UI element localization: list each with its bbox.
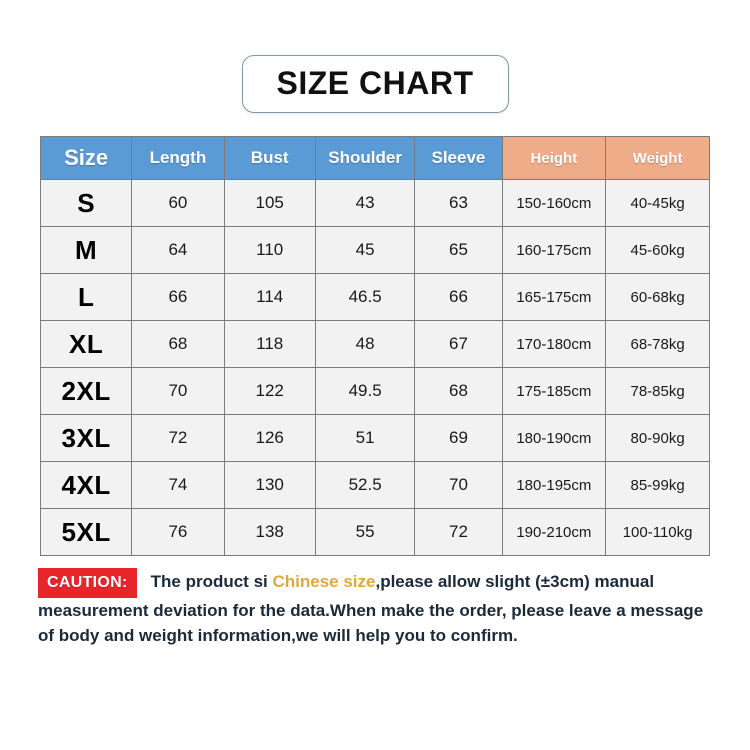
cell-length: 68	[131, 320, 225, 368]
column-header-bust: Bust	[223, 136, 316, 180]
table-row: 2XL 70 122 49.5 68 175-185cm 78-85kg	[39, 367, 710, 415]
cell-weight: 78-85kg	[605, 367, 710, 415]
cell-sleeve: 69	[414, 414, 503, 462]
column-header-size: Size	[39, 136, 133, 180]
cell-shoulder: 49.5	[314, 367, 416, 415]
table-header-row: Size Length Bust Shoulder Sleeve Height …	[39, 136, 710, 180]
cell-sleeve: 72	[414, 508, 503, 556]
cell-weight: 40-45kg	[605, 179, 710, 227]
title-container: SIZE CHART	[0, 55, 750, 113]
cell-shoulder: 45	[314, 226, 416, 274]
table-row: 4XL 74 130 52.5 70 180-195cm 85-99kg	[39, 461, 710, 509]
cell-sleeve: 66	[414, 273, 503, 321]
cell-shoulder: 51	[314, 414, 416, 462]
cell-weight: 68-78kg	[605, 320, 710, 368]
cell-size: M	[39, 226, 133, 274]
column-header-sleeve: Sleeve	[414, 136, 503, 180]
cell-bust: 114	[223, 273, 316, 321]
caution-block: CAUTION: The product si Chinese size,plea…	[38, 568, 714, 648]
cell-bust: 118	[223, 320, 316, 368]
caution-text-part1: The product si	[150, 572, 273, 591]
cell-weight: 45-60kg	[605, 226, 710, 274]
cell-height: 160-175cm	[501, 226, 607, 274]
cell-weight: 100-110kg	[605, 508, 710, 556]
cell-size: 2XL	[39, 367, 133, 415]
cell-length: 74	[131, 461, 225, 509]
cell-height: 190-210cm	[501, 508, 607, 556]
cell-weight: 60-68kg	[605, 273, 710, 321]
caution-text-part2: ,please allow slight (±3cm) manual measu…	[38, 572, 704, 645]
cell-sleeve: 67	[414, 320, 503, 368]
cell-size: 5XL	[39, 508, 133, 556]
cell-length: 76	[131, 508, 225, 556]
cell-shoulder: 48	[314, 320, 416, 368]
cell-sleeve: 70	[414, 461, 503, 509]
cell-sleeve: 68	[414, 367, 503, 415]
caution-paragraph: CAUTION: The product si Chinese size,plea…	[38, 568, 714, 648]
table-row: 3XL 72 126 51 69 180-190cm 80-90kg	[39, 414, 710, 462]
cell-weight: 80-90kg	[605, 414, 710, 462]
cell-height: 150-160cm	[501, 179, 607, 227]
column-header-shoulder: Shoulder	[314, 136, 416, 180]
cell-bust: 126	[223, 414, 316, 462]
cell-size: 4XL	[39, 461, 133, 509]
table-header: Size Length Bust Shoulder Sleeve Height …	[39, 136, 710, 180]
cell-height: 180-190cm	[501, 414, 607, 462]
cell-sleeve: 65	[414, 226, 503, 274]
cell-size: 3XL	[39, 414, 133, 462]
table-row: L 66 114 46.5 66 165-175cm 60-68kg	[39, 273, 710, 321]
table-row: 5XL 76 138 55 72 190-210cm 100-110kg	[39, 508, 710, 556]
page-title: SIZE CHART	[276, 65, 474, 101]
cell-bust: 130	[223, 461, 316, 509]
cell-length: 72	[131, 414, 225, 462]
cell-shoulder: 46.5	[314, 273, 416, 321]
cell-size: S	[39, 179, 133, 227]
cell-bust: 110	[223, 226, 316, 274]
cell-height: 180-195cm	[501, 461, 607, 509]
size-chart-table: Size Length Bust Shoulder Sleeve Height …	[39, 136, 710, 556]
table-row: XL 68 118 48 67 170-180cm 68-78kg	[39, 320, 710, 368]
cell-length: 66	[131, 273, 225, 321]
cell-bust: 138	[223, 508, 316, 556]
caution-highlight-chinese-size: Chinese size	[272, 572, 376, 591]
cell-shoulder: 43	[314, 179, 416, 227]
table-row: M 64 110 45 65 160-175cm 45-60kg	[39, 226, 710, 274]
cell-height: 170-180cm	[501, 320, 607, 368]
cell-length: 70	[131, 367, 225, 415]
table-row: S 60 105 43 63 150-160cm 40-45kg	[39, 179, 710, 227]
cell-sleeve: 63	[414, 179, 503, 227]
cell-bust: 105	[223, 179, 316, 227]
cell-height: 165-175cm	[501, 273, 607, 321]
column-header-length: Length	[131, 136, 225, 180]
cell-size: XL	[39, 320, 133, 368]
column-header-weight: Weight	[605, 136, 710, 180]
cell-length: 60	[131, 179, 225, 227]
table-body: S 60 105 43 63 150-160cm 40-45kg M 64 110 45 65 160-…	[39, 179, 710, 556]
cell-shoulder: 52.5	[314, 461, 416, 509]
caution-badge: CAUTION:	[38, 568, 137, 598]
cell-bust: 122	[223, 367, 316, 415]
size-chart-title-box: SIZE CHART	[241, 55, 509, 113]
column-header-height: Height	[501, 136, 607, 180]
cell-weight: 85-99kg	[605, 461, 710, 509]
cell-height: 175-185cm	[501, 367, 607, 415]
cell-shoulder: 55	[314, 508, 416, 556]
cell-size: L	[39, 273, 133, 321]
cell-length: 64	[131, 226, 225, 274]
